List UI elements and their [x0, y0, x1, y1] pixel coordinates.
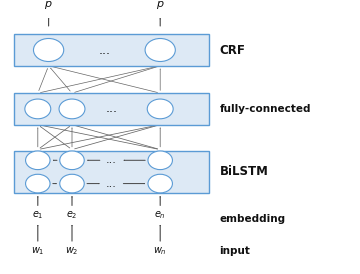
Text: fully-connected: fully-connected	[220, 104, 311, 114]
Bar	[14, 93, 209, 125]
Text: ...: ...	[106, 155, 117, 165]
Circle shape	[26, 174, 50, 193]
Text: BiLSTM: BiLSTM	[220, 165, 269, 178]
Text: $w_n$: $w_n$	[153, 245, 167, 257]
Circle shape	[26, 151, 50, 170]
Text: embedding: embedding	[220, 214, 286, 224]
Circle shape	[148, 151, 172, 170]
Circle shape	[60, 174, 84, 193]
Circle shape	[59, 99, 85, 119]
Bar	[14, 151, 209, 193]
Text: input: input	[220, 246, 251, 256]
Text: $p$: $p$	[156, 0, 165, 11]
Circle shape	[148, 174, 172, 193]
Text: $e_n$: $e_n$	[154, 209, 166, 221]
Text: ...: ...	[98, 44, 111, 56]
Circle shape	[25, 99, 51, 119]
Circle shape	[33, 38, 64, 62]
Text: CRF: CRF	[220, 44, 246, 56]
Text: $e_2$: $e_2$	[66, 209, 78, 221]
Text: $p$: $p$	[44, 0, 53, 11]
Circle shape	[147, 99, 173, 119]
Circle shape	[145, 38, 175, 62]
Text: ...: ...	[106, 179, 117, 189]
Text: $e_1$: $e_1$	[32, 209, 44, 221]
Text: $w_2$: $w_2$	[65, 245, 79, 257]
Circle shape	[60, 151, 84, 170]
Text: ...: ...	[105, 102, 118, 115]
Bar	[14, 34, 209, 66]
Text: $w_1$: $w_1$	[31, 245, 45, 257]
